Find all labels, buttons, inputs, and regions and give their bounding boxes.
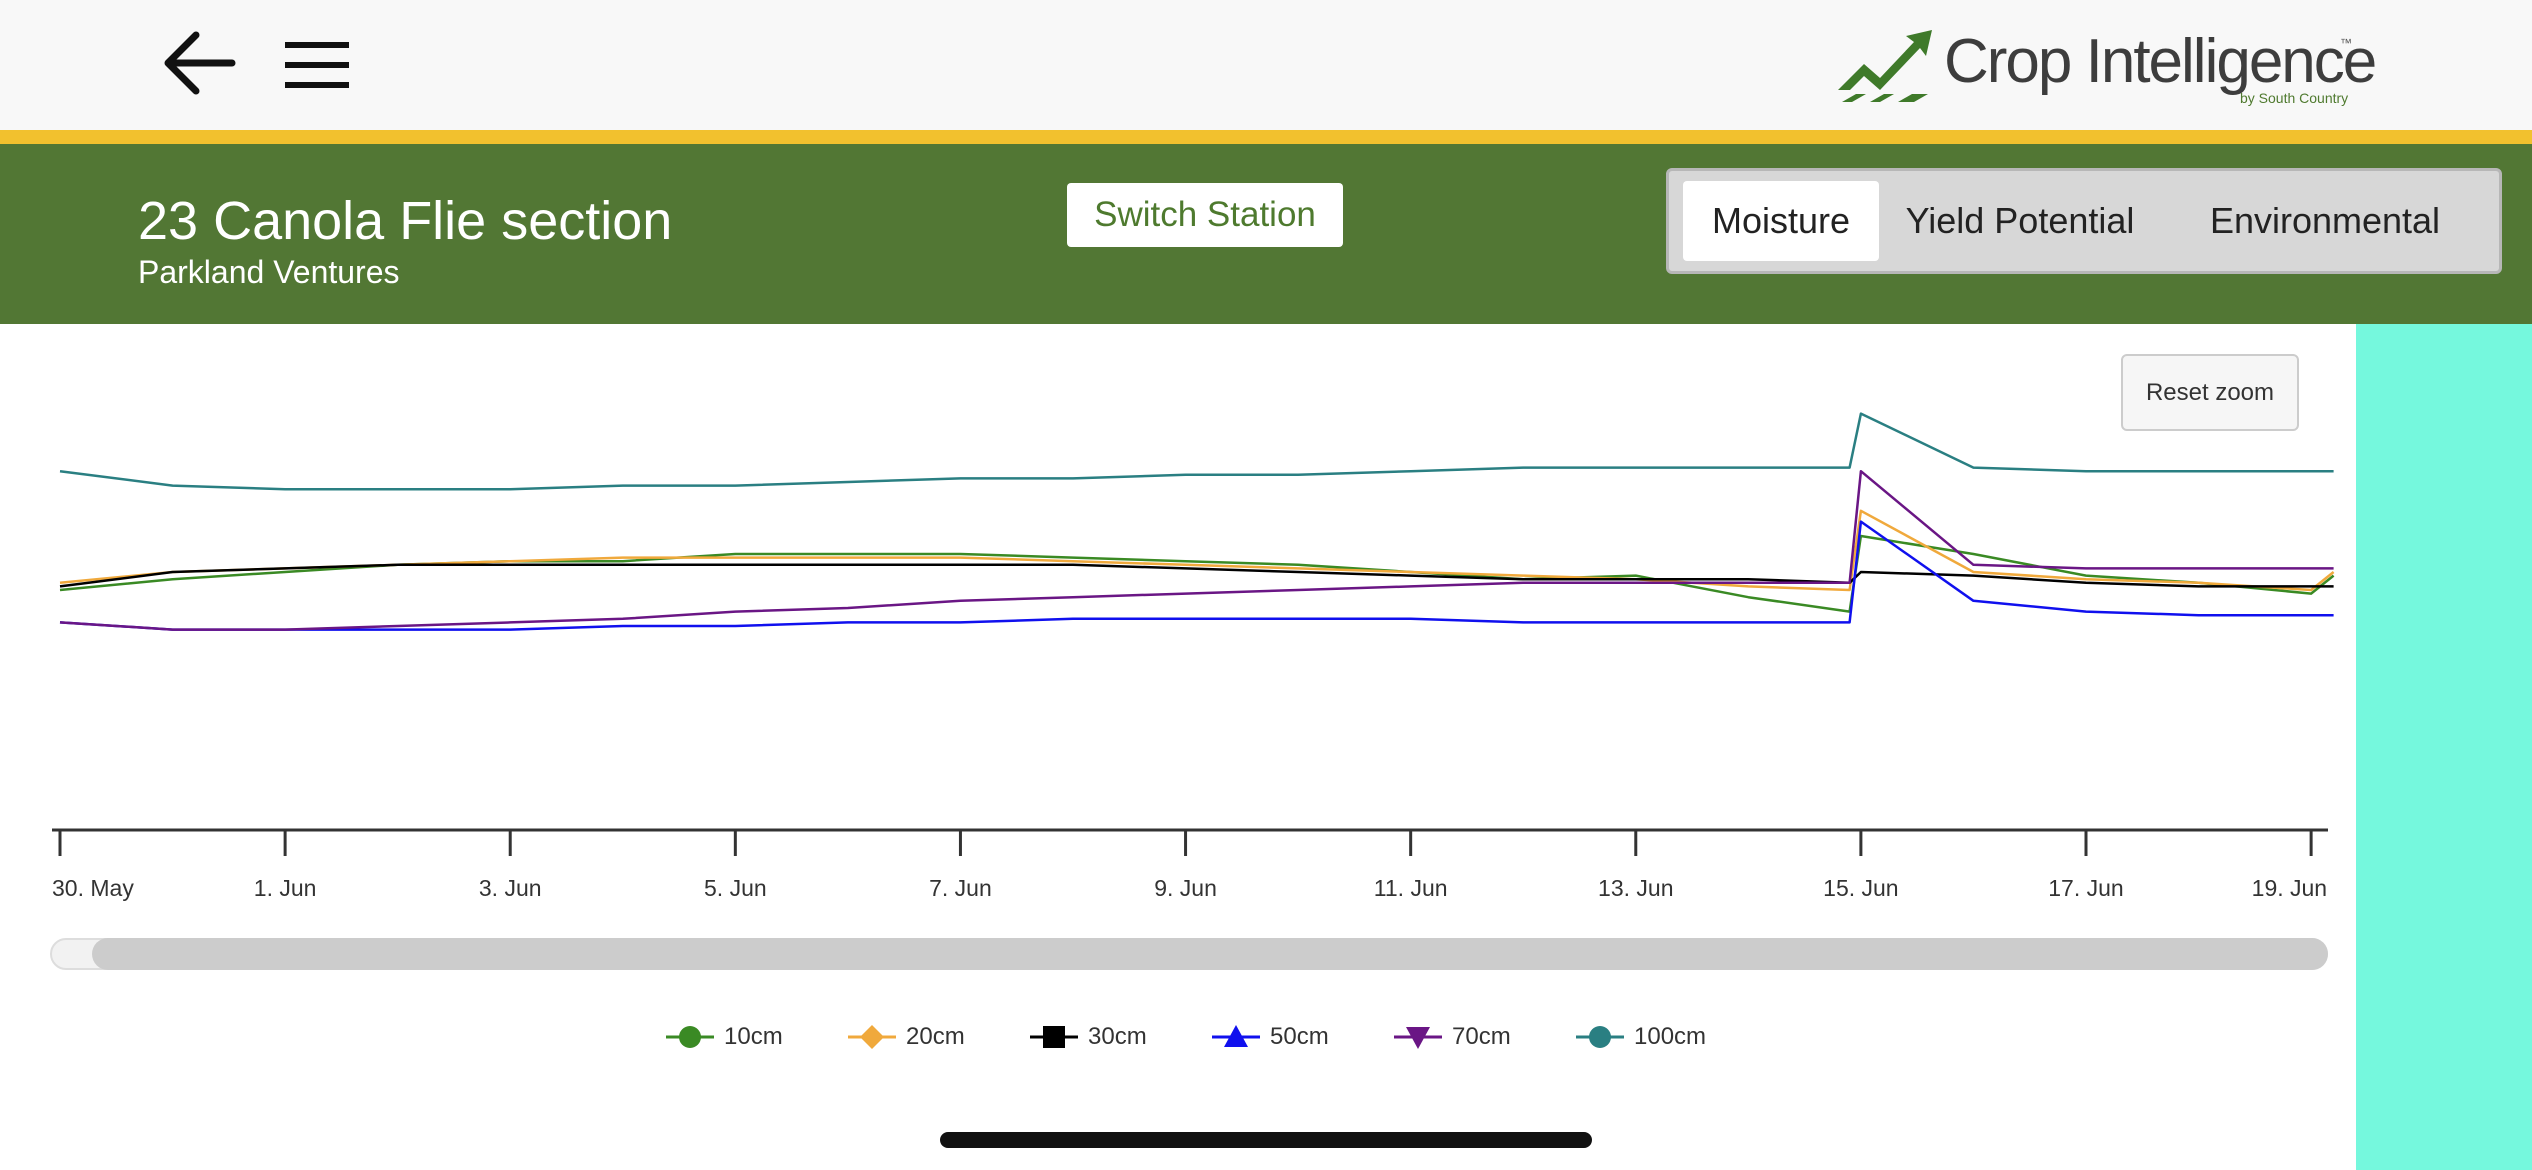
back-button[interactable]: [160, 25, 240, 105]
top-bar: [0, 0, 2532, 130]
legend-item-30cm[interactable]: 30cm: [1030, 1012, 1147, 1062]
chart-arrow-logo-icon: [1838, 30, 1932, 102]
app-logo: Crop Intelligence ™ by South Country: [1836, 24, 2377, 114]
legend-symbol-circle: [666, 1019, 714, 1055]
legend-item-10cm[interactable]: 10cm: [666, 1012, 783, 1062]
logo-wordmark: Crop Intelligence: [1944, 27, 2377, 96]
tab-moisture[interactable]: Moisture: [1683, 181, 1879, 261]
series-line-20cm[interactable]: [59, 509, 2335, 592]
side-panel: [2356, 324, 2532, 1170]
view-tabs: Moisture Yield Potential Environmental: [1666, 168, 2502, 274]
legend-item-70cm[interactable]: 70cm: [1394, 1012, 1511, 1062]
arrow-left-icon: [164, 31, 236, 95]
series-line-70cm[interactable]: [59, 469, 2334, 631]
station-subtitle: Parkland Ventures: [138, 254, 400, 290]
legend-label: 20cm: [906, 1023, 965, 1050]
x-tick-label: 15. Jun: [1823, 875, 1898, 901]
legend-symbol-square: [1030, 1019, 1078, 1055]
switch-station-button[interactable]: Switch Station: [1067, 183, 1343, 247]
x-tick-label: 11. Jun: [1374, 875, 1448, 901]
legend-symbol-circle: [1576, 1019, 1624, 1055]
series-line-50cm[interactable]: [59, 520, 2334, 631]
tab-environmental[interactable]: Environmental: [2209, 200, 2441, 241]
x-tick-label: 3. Jun: [479, 875, 542, 901]
legend-symbol-triangle-down: [1394, 1019, 1442, 1055]
hamburger-icon: [285, 42, 349, 88]
x-tick-label: 17. Jun: [2048, 875, 2123, 901]
x-tick-label: 1. Jun: [254, 875, 317, 901]
legend-label: 70cm: [1452, 1023, 1511, 1050]
legend-symbol-triangle: [1212, 1019, 1260, 1055]
x-tick-label: 9. Jun: [1154, 875, 1217, 901]
station-title: 23 Canola Flie section: [138, 191, 673, 251]
tab-yield-potential[interactable]: Yield Potential: [1905, 200, 2135, 241]
moisture-chart: 30. May 1. Jun 3. Jun 5. Jun 7. Jun 9. Jun 11.…: [52, 412, 2335, 901]
x-tick-label: 5. Jun: [704, 875, 767, 901]
x-tick-label: 19. Jun: [2252, 875, 2327, 901]
legend-item-50cm[interactable]: 50cm: [1212, 1012, 1329, 1062]
chart-scroll-thumb[interactable]: [92, 938, 2328, 970]
legend-label: 30cm: [1088, 1023, 1147, 1050]
x-axis-ticks: 30. May 1. Jun 3. Jun 5. Jun 7. Jun 9. Jun 11.…: [52, 830, 2327, 901]
menu-button[interactable]: [282, 32, 352, 98]
accent-stripe: [0, 130, 2532, 144]
x-tick-label: 7. Jun: [929, 875, 992, 901]
legend-item-100cm[interactable]: 100cm: [1576, 1012, 1706, 1062]
legend-label: 100cm: [1634, 1023, 1707, 1050]
x-tick-label: 30. May: [52, 875, 134, 901]
series-line-100cm[interactable]: [59, 412, 2334, 491]
legend-item-20cm[interactable]: 20cm: [848, 1012, 965, 1062]
legend-label: 50cm: [1270, 1023, 1329, 1050]
legend-symbol-diamond: [848, 1019, 896, 1055]
home-indicator: [940, 1132, 1592, 1148]
legend-label: 10cm: [724, 1023, 783, 1050]
logo-trademark: ™: [2340, 36, 2352, 50]
x-tick-label: 13. Jun: [1598, 875, 1673, 901]
series-layer: [59, 412, 2335, 631]
series-line-30cm[interactable]: [59, 563, 2334, 588]
station-header: 23 Canola Flie section Parkland Ventures…: [0, 144, 2532, 324]
reset-zoom-button[interactable]: Reset zoom: [2121, 354, 2299, 431]
logo-tagline: by South Country: [2240, 90, 2349, 106]
chart-legend: 10cm 20cm 30cm 50cm 70cm 100cm: [0, 1012, 2356, 1062]
